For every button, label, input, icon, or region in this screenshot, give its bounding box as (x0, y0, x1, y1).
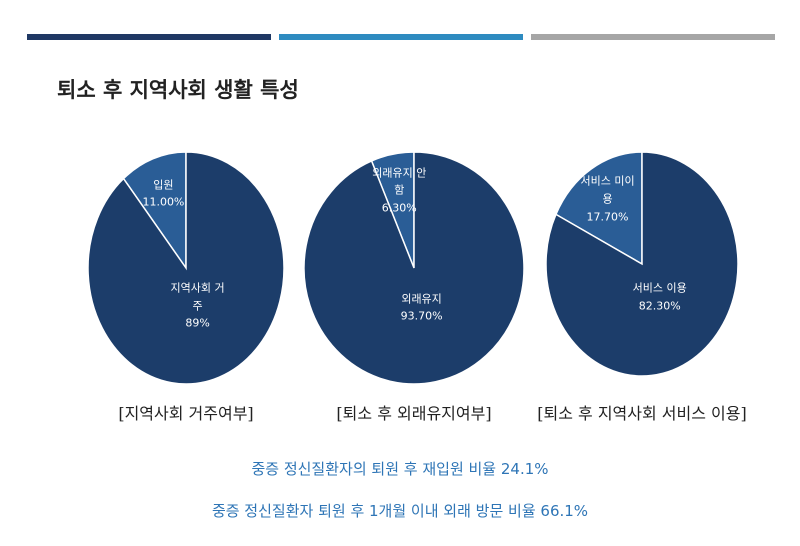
slice-label: 서비스 미이용 17.70% (578, 173, 638, 226)
slice-name: 외래유지 (401, 292, 442, 306)
top-bar (279, 34, 523, 40)
slice-value: 17.70% (586, 210, 629, 224)
slice-label: 입원 11.00% (142, 176, 184, 211)
slice-name: 외래유지 안함 (372, 166, 427, 197)
pie-slice (303, 151, 525, 385)
slice-name: 입원 (153, 178, 174, 192)
slice-name: 서비스 이용 (632, 281, 687, 295)
pie-slice (554, 151, 643, 266)
slice-value: 11.00% (142, 195, 185, 209)
pie-slice (122, 151, 187, 271)
chart-caption: [지역사회 거주여부] (118, 404, 254, 423)
top-bar (531, 34, 775, 40)
slice-value: 6.30% (381, 201, 417, 215)
slice-value: 93.70% (400, 309, 443, 323)
slice-label: 외래유지 93.70% (401, 290, 443, 325)
note: 중증 정신질환자 퇴원 후 1개월 이내 외래 방문 비율 66.1% (211, 502, 589, 520)
chart-caption: [퇴소 후 외래유지여부] (336, 404, 492, 423)
slide-title: 퇴소 후 지역사회 생활 특성 (57, 78, 299, 102)
slice-label: 서비스 이용 82.30% (633, 280, 687, 315)
note: 중증 정신질환자의 퇴원 후 재입원 비율 24.1% (251, 460, 549, 478)
slice-value: 89% (185, 316, 210, 330)
slice-value: 82.30% (638, 299, 681, 313)
slice-name: 서비스 미이용 (580, 174, 635, 206)
pie-slice (545, 151, 739, 377)
top-bar (27, 34, 271, 40)
slice-name: 지역사회 거주 (170, 281, 225, 313)
chart-caption: [퇴소 후 지역사회 서비스 이용] (537, 404, 747, 423)
slice-label: 지역사회 거주 89% (168, 280, 228, 333)
slice-label: 외래유지 안함 6.30% (369, 164, 429, 217)
pie-slice (87, 151, 285, 385)
